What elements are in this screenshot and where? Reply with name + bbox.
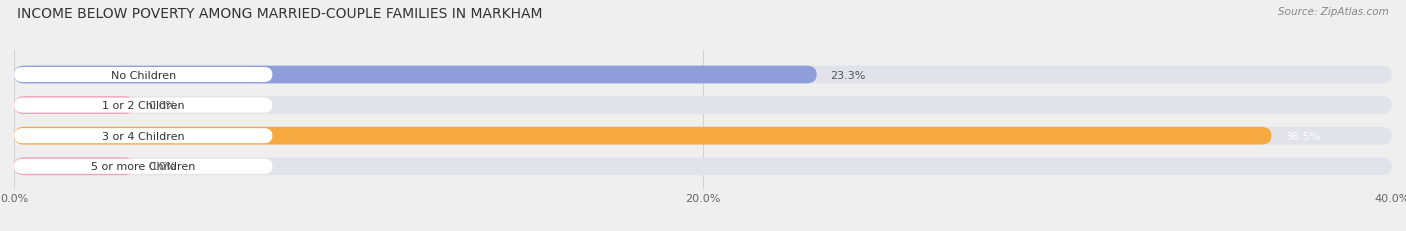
FancyBboxPatch shape [14, 127, 1392, 145]
FancyBboxPatch shape [14, 97, 135, 115]
FancyBboxPatch shape [14, 66, 1392, 84]
FancyBboxPatch shape [14, 158, 135, 175]
Text: 1 or 2 Children: 1 or 2 Children [101, 101, 184, 111]
Text: 0.0%: 0.0% [149, 162, 177, 172]
FancyBboxPatch shape [14, 98, 273, 113]
FancyBboxPatch shape [14, 66, 817, 84]
Text: 23.3%: 23.3% [831, 70, 866, 80]
Text: 36.5%: 36.5% [1285, 131, 1320, 141]
FancyBboxPatch shape [14, 158, 1392, 175]
Text: 3 or 4 Children: 3 or 4 Children [101, 131, 184, 141]
FancyBboxPatch shape [14, 159, 273, 174]
Text: 5 or more Children: 5 or more Children [91, 162, 195, 172]
FancyBboxPatch shape [14, 97, 1392, 115]
Text: No Children: No Children [111, 70, 176, 80]
FancyBboxPatch shape [14, 68, 273, 83]
FancyBboxPatch shape [14, 129, 273, 144]
FancyBboxPatch shape [14, 127, 1271, 145]
Text: 0.0%: 0.0% [149, 101, 177, 111]
Text: INCOME BELOW POVERTY AMONG MARRIED-COUPLE FAMILIES IN MARKHAM: INCOME BELOW POVERTY AMONG MARRIED-COUPL… [17, 7, 543, 21]
Text: Source: ZipAtlas.com: Source: ZipAtlas.com [1278, 7, 1389, 17]
